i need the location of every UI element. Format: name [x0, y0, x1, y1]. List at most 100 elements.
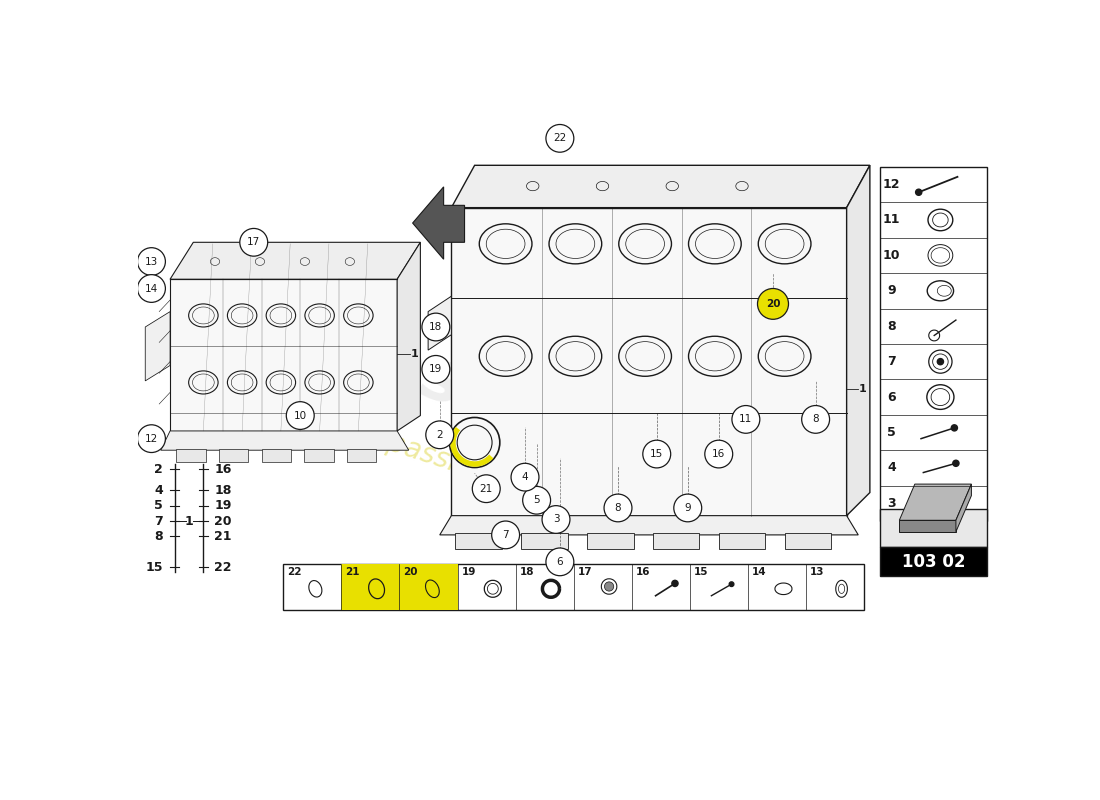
Circle shape [729, 582, 734, 586]
Text: 9: 9 [888, 284, 895, 298]
Polygon shape [451, 208, 847, 516]
Circle shape [422, 313, 450, 341]
Text: 8: 8 [888, 320, 895, 333]
Polygon shape [455, 534, 502, 549]
Text: 12: 12 [883, 178, 900, 191]
Text: 5: 5 [154, 499, 163, 512]
Text: 22: 22 [553, 134, 566, 143]
Text: 19: 19 [462, 567, 476, 578]
Text: 15: 15 [694, 567, 708, 578]
Circle shape [472, 475, 500, 502]
Text: 6: 6 [888, 390, 895, 403]
Text: 22: 22 [214, 561, 232, 574]
Circle shape [952, 425, 957, 431]
Circle shape [732, 406, 760, 434]
Circle shape [758, 289, 789, 319]
Text: 19: 19 [214, 499, 232, 512]
Text: 18: 18 [429, 322, 442, 332]
Polygon shape [412, 187, 464, 259]
Text: 8: 8 [812, 414, 818, 424]
Polygon shape [587, 534, 634, 549]
Text: 7: 7 [154, 514, 163, 527]
Circle shape [604, 494, 631, 522]
Polygon shape [145, 311, 170, 381]
Polygon shape [304, 449, 333, 462]
Text: 15: 15 [145, 561, 163, 574]
Circle shape [604, 582, 614, 591]
Polygon shape [956, 484, 971, 532]
Text: 15: 15 [650, 449, 663, 459]
Text: 103 02: 103 02 [902, 553, 965, 571]
Bar [880, 509, 987, 547]
Bar [341, 564, 399, 610]
Text: 8: 8 [154, 530, 163, 543]
Circle shape [546, 125, 574, 152]
Text: 14: 14 [145, 283, 158, 294]
Text: 11: 11 [883, 214, 900, 226]
Polygon shape [170, 279, 397, 431]
Polygon shape [900, 484, 971, 520]
Circle shape [240, 229, 267, 256]
Polygon shape [440, 516, 858, 535]
Polygon shape [521, 534, 568, 549]
Text: 9: 9 [684, 503, 691, 513]
Polygon shape [262, 449, 290, 462]
Bar [399, 564, 458, 610]
Text: 4: 4 [888, 462, 895, 474]
Text: 16: 16 [712, 449, 725, 459]
Polygon shape [219, 449, 249, 462]
Circle shape [286, 402, 315, 430]
Text: 5: 5 [534, 495, 540, 506]
Circle shape [422, 355, 450, 383]
Circle shape [512, 463, 539, 491]
Text: 3: 3 [888, 497, 895, 510]
Circle shape [426, 421, 453, 449]
Text: 6: 6 [557, 557, 563, 567]
Text: 7: 7 [503, 530, 509, 540]
Bar [880, 547, 987, 577]
Polygon shape [397, 242, 420, 431]
Circle shape [802, 406, 829, 434]
Polygon shape [451, 166, 870, 208]
Circle shape [915, 189, 922, 195]
Text: 4: 4 [154, 484, 163, 497]
Text: 5: 5 [888, 426, 895, 439]
Bar [283, 564, 865, 610]
Text: 20: 20 [766, 299, 780, 309]
Text: 1: 1 [410, 349, 418, 359]
Circle shape [522, 486, 551, 514]
Text: eurospares: eurospares [235, 286, 691, 492]
Bar [880, 167, 987, 521]
Text: 7: 7 [888, 355, 895, 368]
Text: 2: 2 [437, 430, 443, 440]
Text: 13: 13 [811, 567, 825, 578]
Text: 18: 18 [519, 567, 535, 578]
Circle shape [674, 494, 702, 522]
Polygon shape [847, 166, 870, 516]
Polygon shape [428, 296, 451, 350]
Text: 1: 1 [858, 383, 866, 394]
Text: a passion for parts: a passion for parts [359, 420, 614, 526]
Polygon shape [784, 534, 832, 549]
Polygon shape [346, 449, 376, 462]
Text: 13: 13 [145, 257, 158, 266]
Text: 12: 12 [145, 434, 158, 444]
Polygon shape [900, 520, 956, 532]
Text: 10: 10 [883, 249, 900, 262]
Circle shape [953, 460, 959, 466]
Text: 20: 20 [404, 567, 418, 578]
Polygon shape [718, 534, 766, 549]
Polygon shape [161, 431, 409, 450]
Text: 10: 10 [294, 410, 307, 421]
Circle shape [672, 580, 678, 586]
Text: 2: 2 [154, 463, 163, 476]
Text: 14: 14 [752, 567, 767, 578]
Text: 19: 19 [429, 364, 442, 374]
Text: 16: 16 [636, 567, 650, 578]
Polygon shape [170, 242, 420, 279]
Text: 3: 3 [552, 514, 559, 525]
Text: 16: 16 [214, 463, 232, 476]
Text: 20: 20 [214, 514, 232, 527]
Text: 17: 17 [578, 567, 592, 578]
Circle shape [937, 358, 944, 365]
